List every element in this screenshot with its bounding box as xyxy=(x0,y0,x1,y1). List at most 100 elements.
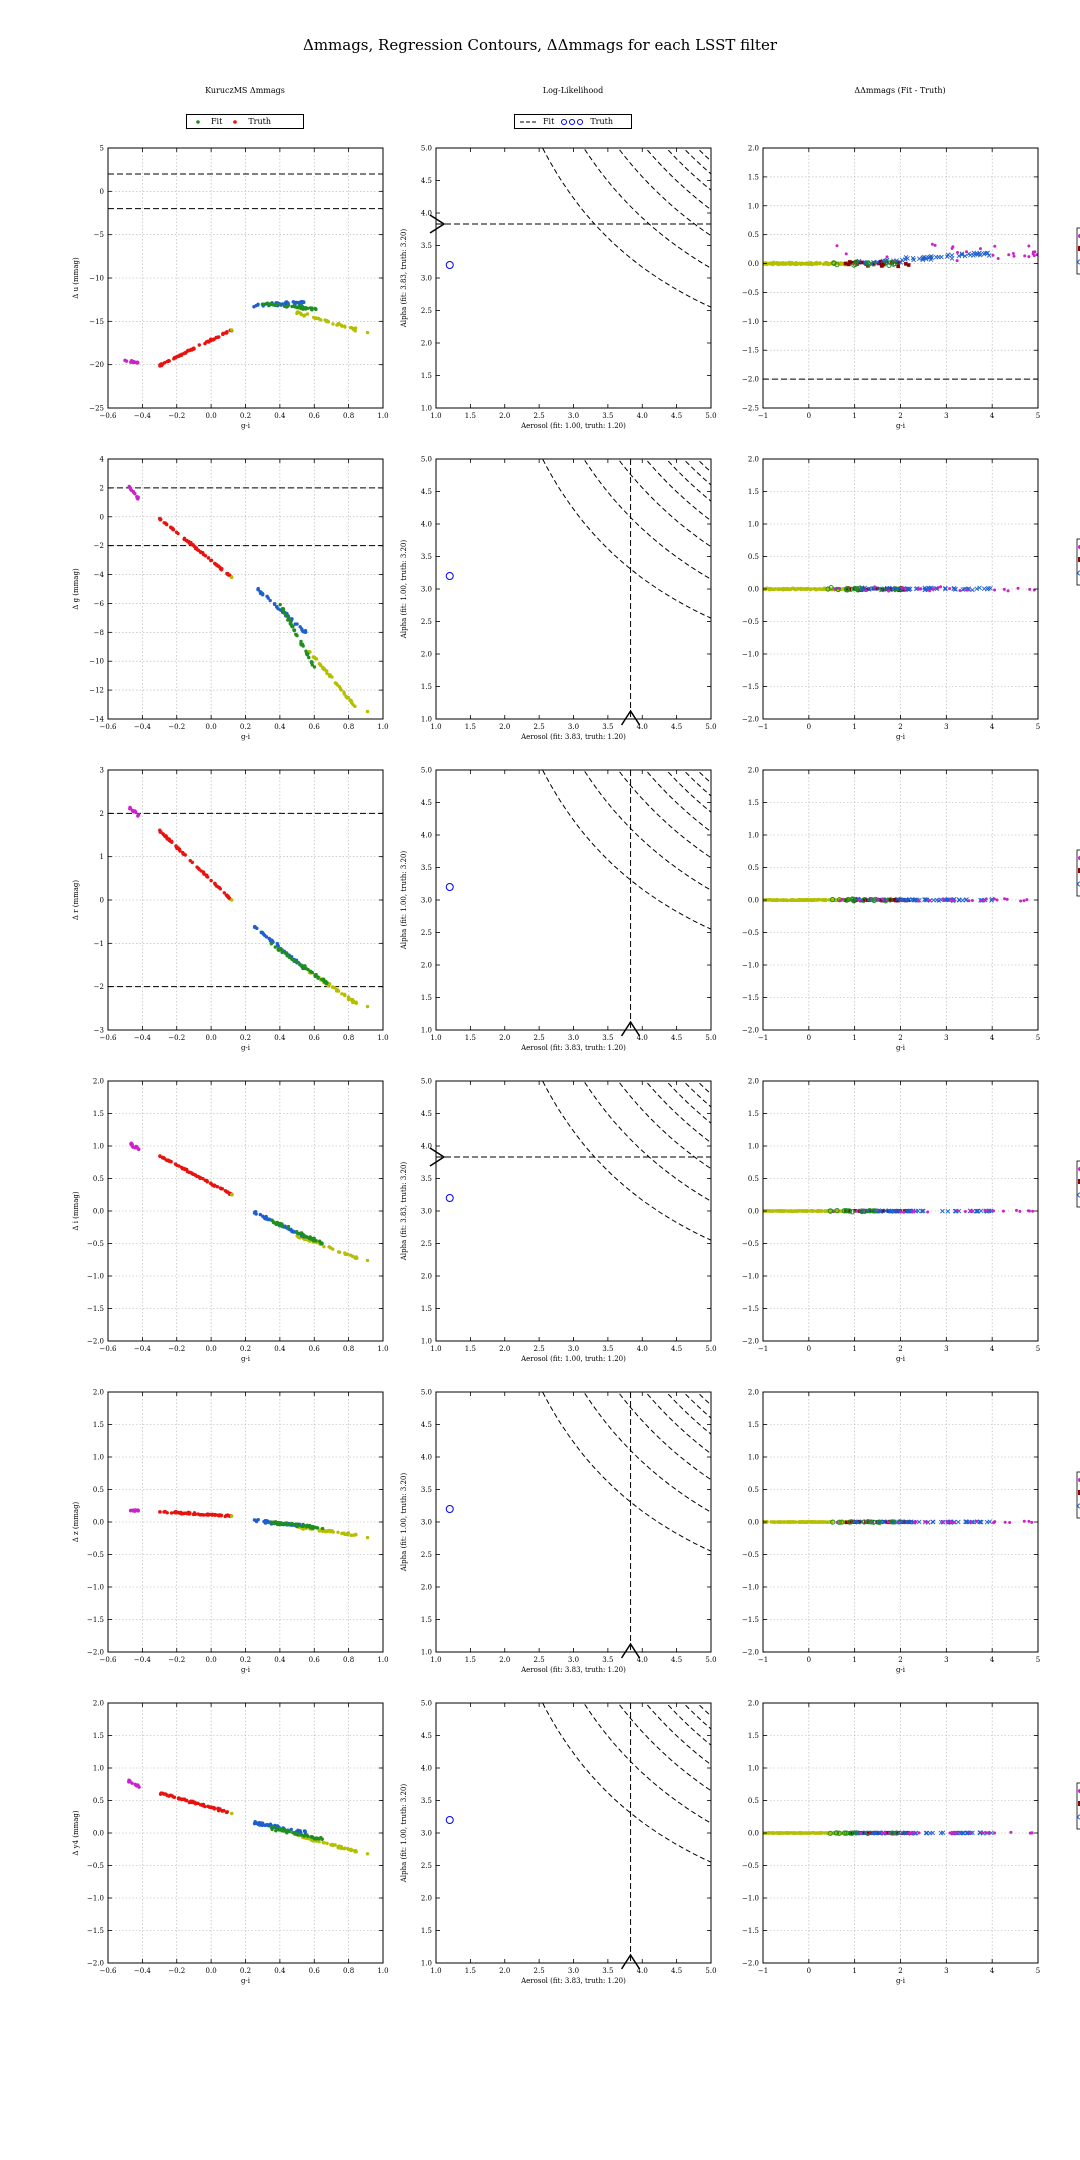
y-axis-label: Alpha (fit: 1.00, truth: 3.20) xyxy=(400,540,408,640)
fit-point xyxy=(982,587,986,591)
truth-marker xyxy=(446,573,453,580)
tick-label-y: −0.5 xyxy=(87,1240,104,1248)
truth-point xyxy=(966,589,969,592)
tick-label-x: 2 xyxy=(898,723,902,731)
likelihood-contour xyxy=(539,763,714,931)
fit-point xyxy=(343,692,346,695)
tick-label-x: 0.2 xyxy=(240,1656,251,1664)
tick-label-x: 3 xyxy=(944,1034,948,1042)
tick-label-x: 3.5 xyxy=(602,1967,613,1975)
truth-point xyxy=(887,1521,890,1524)
tick-label-x: −0.2 xyxy=(168,1656,185,1664)
fit-point xyxy=(260,1822,263,1825)
tick-label-y: −1.0 xyxy=(87,1273,104,1281)
truth-point xyxy=(133,810,136,813)
truth-point xyxy=(162,1510,165,1513)
truth-point xyxy=(975,1520,978,1523)
tick-label-y: 3.5 xyxy=(421,553,432,561)
tick-label-y: −1.5 xyxy=(87,1927,104,1935)
truth-point xyxy=(174,1510,177,1513)
tick-label-x: 0.2 xyxy=(240,1034,251,1042)
truth-point xyxy=(133,361,136,364)
x-axis-label: Aerosol (fit: 3.83, truth: 1.20) xyxy=(520,1666,626,1674)
truth-point xyxy=(209,879,212,882)
fit-point xyxy=(285,1521,288,1524)
fit-point xyxy=(798,1520,801,1523)
plot-frame xyxy=(436,459,711,719)
truth-point xyxy=(859,1832,862,1835)
tick-label-y: −10 xyxy=(89,275,104,283)
fit-point xyxy=(278,1523,281,1526)
tick-label-y: 0.0 xyxy=(748,586,759,594)
truth-point xyxy=(923,1520,926,1523)
fit-point xyxy=(950,253,954,257)
truth-point xyxy=(902,1211,905,1214)
fit-point xyxy=(332,1530,335,1533)
truth-point xyxy=(215,564,218,567)
truth-point xyxy=(203,1805,206,1808)
y-axis-label: Δ z (mmag) xyxy=(72,1501,80,1542)
fit-point xyxy=(777,588,780,591)
fit-point xyxy=(331,1844,334,1847)
truth-point xyxy=(177,1797,180,1800)
tick-label-y: −1.5 xyxy=(742,683,759,691)
fit-point xyxy=(316,976,319,979)
fit-point xyxy=(811,1831,814,1834)
likelihood-contour xyxy=(642,1699,714,1767)
tick-label-x: −0.6 xyxy=(100,1656,118,1664)
tick-label-x: 0.8 xyxy=(343,1034,354,1042)
tick-label-x: 1.0 xyxy=(430,1656,441,1664)
tick-label-y: 3.5 xyxy=(421,1486,432,1494)
fit-point xyxy=(293,629,296,632)
fit-point xyxy=(808,898,811,901)
truth-point xyxy=(165,1794,168,1797)
fit-point xyxy=(273,602,276,605)
truth-point xyxy=(190,1172,193,1175)
fit-point xyxy=(262,1215,265,1218)
likelihood-contour xyxy=(642,766,714,834)
truth-point xyxy=(1025,898,1028,901)
tick-label-x: 1 xyxy=(852,723,856,731)
tick-label-x: 0.6 xyxy=(309,412,321,420)
truth-point xyxy=(1003,588,1006,591)
tick-label-y: −1.5 xyxy=(742,1616,759,1624)
tick-label-y: −20 xyxy=(89,361,104,369)
tick-label-y: 5 xyxy=(100,145,104,153)
truth-point xyxy=(201,1177,204,1180)
tick-label-x: 0.6 xyxy=(309,723,321,731)
truth-point xyxy=(899,1211,902,1214)
fit-point xyxy=(289,1228,292,1231)
truth-point xyxy=(129,1509,132,1512)
likelihood-contour xyxy=(615,1698,715,1793)
tick-label-y: −5 xyxy=(94,231,104,239)
tick-label-x: 1 xyxy=(852,1345,856,1353)
x-axis-label: Aerosol (fit: 3.83, truth: 1.20) xyxy=(520,733,626,741)
fit-point xyxy=(892,898,896,902)
plot-area xyxy=(436,1074,714,1242)
truth-point xyxy=(185,1168,188,1171)
tick-label-x: 0.4 xyxy=(274,1967,286,1975)
fit-point xyxy=(349,326,352,329)
fit-point xyxy=(303,965,306,968)
truth-point xyxy=(939,585,942,588)
tick-label-y: 3.0 xyxy=(421,586,432,594)
fit-point xyxy=(800,587,803,590)
truth-point xyxy=(136,496,139,499)
truth-point xyxy=(137,1509,140,1512)
plot-frame xyxy=(436,148,711,408)
tick-label-x: 0.4 xyxy=(274,723,286,731)
fit-point xyxy=(793,1831,796,1834)
tick-label-x: 4.5 xyxy=(671,1656,682,1664)
tick-label-y: −2.0 xyxy=(87,1338,104,1346)
fit-point xyxy=(351,999,354,1002)
truth-point xyxy=(964,1210,967,1213)
tick-label-x: 0.4 xyxy=(274,412,286,420)
tick-label-x: 4.0 xyxy=(637,723,648,731)
truth-point xyxy=(180,1797,183,1800)
panel-kurucz-i: −0.6 −0.4 −0.2 0.0 0.2 0.4 0.6 0.8 1.0−2.0−1.5−1… xyxy=(72,1078,389,1364)
tick-label-y: 2.0 xyxy=(421,1273,432,1281)
likelihood-contour xyxy=(642,1077,714,1145)
tick-label-y: 3.0 xyxy=(421,1208,432,1216)
fit-point xyxy=(816,898,819,901)
truth-point xyxy=(191,861,194,864)
